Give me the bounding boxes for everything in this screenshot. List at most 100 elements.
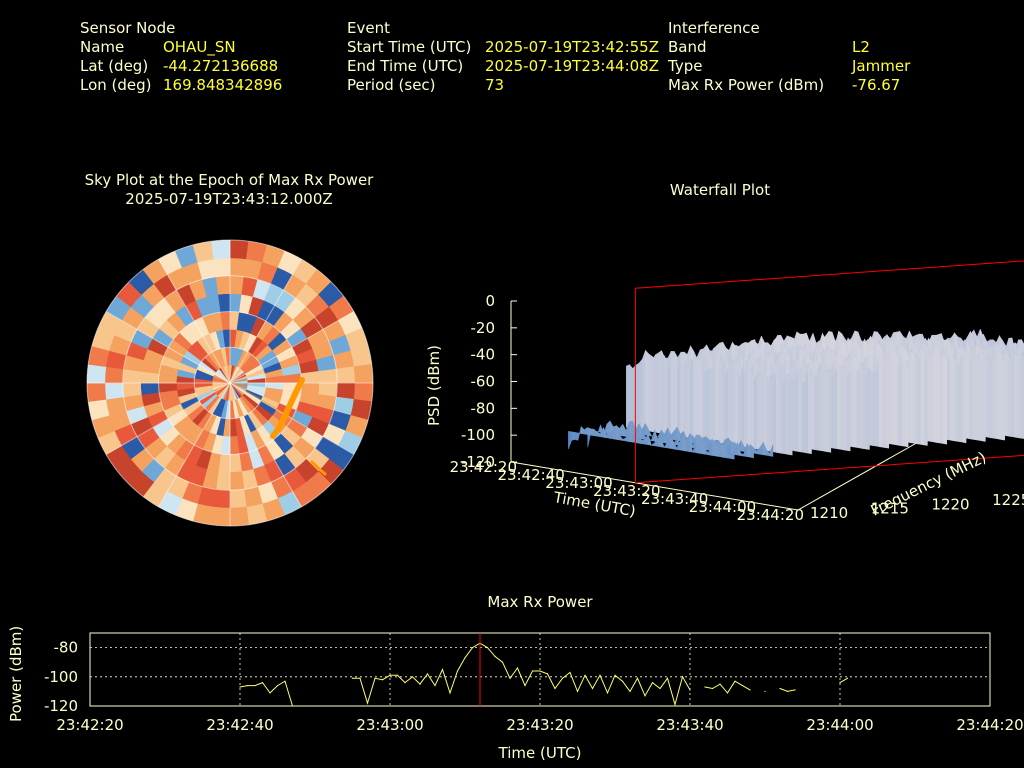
skyplot-azimuth-line: [158, 382, 231, 508]
sensor-name-value: OHAU_SN: [163, 38, 236, 56]
power-data-point: [366, 702, 369, 704]
power-data-point: [426, 673, 429, 675]
skyplot-azimuth-line: [105, 382, 231, 455]
event-period-value: 73: [485, 76, 505, 94]
power-data-point: [449, 692, 451, 694]
power-data-point: [501, 661, 504, 663]
power-data-point: [689, 689, 691, 691]
waterfall-time-tick-label: 23:42:40: [497, 466, 564, 484]
power-data-point: [786, 690, 789, 693]
waterfall-frequency-axis: [797, 431, 937, 511]
waterfall-psd-strip: [750, 447, 754, 459]
power-x-tick-label: 23:42:40: [206, 716, 273, 734]
power-data-point: [599, 674, 601, 676]
skyplot-azimuth-line: [158, 258, 231, 384]
sensor-lat-value: -44.272136688: [163, 57, 279, 75]
power-data-point: [381, 679, 384, 681]
waterfall-psd-tick-label: -100: [461, 426, 495, 444]
power-data-point: [644, 695, 646, 697]
power-data-point: [719, 683, 721, 685]
waterfall-psd-strip: [981, 358, 986, 442]
power-data-point: [494, 655, 496, 657]
power-x-tick-label: 23:43:40: [656, 716, 723, 734]
sensor-name-label: Name: [80, 38, 125, 56]
power-data-point: [516, 667, 519, 669]
power-data-point: [434, 684, 436, 687]
waterfall-psd-strip: [865, 367, 870, 450]
power-data-point: [374, 677, 376, 679]
waterfall-psd-strip: [1001, 354, 1005, 441]
power-data-point: [749, 689, 751, 691]
power-data-point: [456, 670, 459, 672]
power-data-point: [839, 682, 841, 684]
waterfall-psd-label: PSD (dBm): [425, 345, 443, 426]
event-header: Event: [347, 19, 390, 37]
waterfall-title: Waterfall Plot: [669, 181, 771, 199]
waterfall-psd-tick-label: -20: [471, 319, 496, 337]
interference-band-value: L2: [852, 38, 870, 56]
power-data-point: [419, 683, 421, 685]
waterfall-psd-tick-label: -60: [471, 373, 496, 391]
power-data-point: [659, 687, 661, 690]
waterfall-psd-strip: [904, 359, 909, 448]
power-y-tick-label: -100: [44, 668, 78, 686]
interference-band-label: Band: [668, 38, 707, 56]
event-end-label: End Time (UTC): [347, 57, 464, 75]
skyplot-azimuth-line: [229, 382, 302, 508]
power-data-point: [239, 686, 241, 688]
power-data-point: [606, 692, 609, 694]
waterfall-psd-tick-label: -40: [471, 346, 496, 364]
power-data-point: [591, 687, 594, 690]
waterfall-psd-strip: [827, 371, 832, 453]
interference-header: Interference: [668, 19, 760, 37]
power-data-point: [846, 677, 849, 679]
power-chart-title: Max Rx Power: [487, 593, 593, 611]
power-data-point: [486, 647, 489, 649]
interference-power-label: Max Rx Power (dBm): [668, 76, 825, 94]
power-x-tick-label: 23:44:20: [956, 716, 1023, 734]
event-start-value: 2025-07-19T23:42:55Z: [485, 38, 659, 56]
sensor-lat-label: Lat (deg): [80, 57, 149, 75]
power-data-point: [546, 673, 549, 675]
waterfall-psd-tick-label: -80: [471, 399, 496, 417]
power-data-point: [734, 680, 736, 682]
power-data-point: [711, 687, 714, 690]
power-data-point: [509, 677, 511, 679]
waterfall-psd-strip: [846, 370, 851, 452]
power-data-point: [411, 676, 414, 678]
skyplot-azimuth-line: [229, 382, 355, 455]
power-data-point: [569, 671, 571, 674]
waterfall-time-tick-label: 23:43:00: [545, 474, 612, 492]
waterfall-time-tick-label: 23:44:20: [737, 506, 804, 524]
sensor-node-header: Sensor Node: [80, 19, 176, 37]
power-data-point: [636, 677, 639, 679]
waterfall-psd-strip: [788, 377, 793, 456]
power-data-point: [584, 674, 586, 676]
waterfall-psd-tick-label: 0: [485, 292, 495, 310]
waterfall-frequency-tick-label: 1220: [931, 495, 969, 513]
power-data-point: [246, 684, 249, 687]
skyplot-azimuth-line: [229, 311, 355, 384]
sensor-lon-value: 169.848342896: [163, 76, 283, 94]
power-data-point: [276, 684, 279, 687]
power-data-point: [666, 677, 669, 679]
power-data-point: [741, 684, 744, 687]
skyplot-signal-ray: [231, 382, 297, 421]
waterfall-psd-strip: [943, 354, 948, 445]
skyplot-azimuth-line: [229, 258, 302, 384]
power-x-tick-label: 23:44:00: [806, 716, 873, 734]
interference-type-value: Jammer: [852, 57, 911, 75]
event-end-value: 2025-07-19T23:44:08Z: [485, 57, 659, 75]
interference-type-label: Type: [668, 57, 703, 75]
power-series-line: [239, 642, 848, 707]
power-data-point: [254, 684, 256, 687]
power-data-point: [629, 690, 631, 693]
power-x-tick-label: 23:42:20: [56, 716, 123, 734]
power-data-point: [464, 657, 466, 659]
waterfall-time-tick-label: 23:43:20: [593, 482, 660, 500]
skyplot-title: Sky Plot at the Epoch of Max Rx Power: [84, 171, 374, 189]
power-data-point: [779, 687, 781, 690]
power-data-point: [531, 670, 534, 672]
